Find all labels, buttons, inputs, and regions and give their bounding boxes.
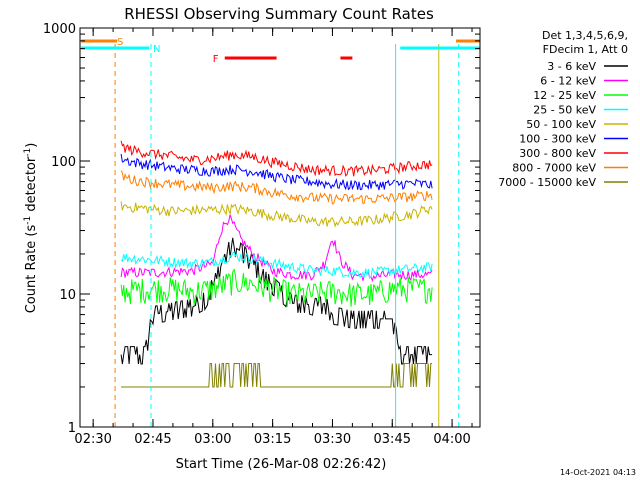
data-layer — [120, 140, 433, 388]
legend-header-1: Det 1,3,4,5,6,9, — [542, 29, 628, 42]
series-2 — [120, 214, 433, 283]
x-axis-label: Start Time (26-Mar-08 02:26:42) — [176, 457, 387, 472]
legend-label-1: 3 - 6 keV — [547, 60, 596, 73]
y-tick-label-3: 100 — [51, 155, 76, 170]
series-line-9 — [121, 363, 433, 388]
series-line-7 — [120, 140, 433, 177]
flag-F: F — [213, 54, 353, 65]
footer-date: 14-Oct-2021 04:13 — [560, 468, 636, 477]
series-9 — [121, 363, 433, 388]
x-tick-label-2: 02:45 — [134, 432, 171, 447]
series-line-3 — [120, 268, 433, 307]
series-line-5 — [120, 201, 433, 228]
series-8 — [120, 170, 433, 205]
legend: Det 1,3,4,5,6,9,FDecim 1, Att 0 3 - 6 keV… — [498, 29, 628, 189]
y-axis-label-end: ) — [24, 143, 39, 148]
y-tick-label-4: 1000 — [43, 22, 76, 37]
legend-label-7: 300 - 800 keV — [519, 147, 596, 160]
series-1 — [120, 237, 433, 365]
y-axis-label-sup2: -1 — [23, 148, 33, 157]
y-axis-label: Count Rate (s-1 detector-1) — [23, 143, 39, 314]
legend-label-5: 50 - 100 keV — [526, 118, 596, 131]
legend-label-2: 6 - 12 keV — [540, 75, 596, 88]
series-line-2 — [120, 214, 433, 283]
legend-label-6: 100 - 300 keV — [519, 133, 596, 146]
flag-N-label: N — [153, 44, 160, 55]
x-tick-label-1: 02:30 — [74, 432, 111, 447]
x-tick-label-4: 03:15 — [254, 432, 291, 447]
series-line-6 — [120, 153, 433, 191]
y-axis-label-sup1: -1 — [23, 216, 33, 225]
legend-label-3: 12 - 25 keV — [533, 89, 596, 102]
x-tick-label-3: 03:00 — [194, 432, 231, 447]
series-4 — [120, 251, 433, 279]
flag-N: N — [81, 44, 480, 55]
vline-layer — [114, 44, 460, 427]
flag-F-label: F — [213, 54, 219, 65]
legend-label-4: 25 - 50 keV — [533, 104, 596, 117]
series-line-4 — [120, 251, 433, 279]
series-5 — [120, 201, 433, 228]
axis-layer: 02:30 02:45 03:00 03:15 03:30 03:45 04:00 1 10 10… — [43, 22, 480, 447]
flag-S-label: S — [117, 37, 123, 48]
chart-title: RHESSI Observing Summary Count Rates — [124, 5, 434, 23]
series-6 — [120, 153, 433, 191]
x-tick-label-7: 04:00 — [433, 432, 470, 447]
y-tick-label-1: 1 — [68, 421, 76, 436]
x-tick-label-5: 03:30 — [314, 432, 351, 447]
flag-layer: S N F — [81, 37, 480, 65]
x-tick-label-6: 03:45 — [374, 432, 411, 447]
series-line-8 — [120, 170, 433, 205]
legend-label-8: 800 - 7000 keV — [512, 162, 596, 175]
legend-header-2: FDecim 1, Att 0 — [543, 43, 628, 56]
series-3 — [120, 268, 433, 307]
series-line-1 — [120, 237, 433, 365]
plot-frame — [79, 27, 481, 428]
legend-label-9: 7000 - 15000 keV — [498, 176, 596, 189]
y-tick-label-2: 10 — [59, 288, 76, 303]
series-7 — [120, 140, 433, 177]
y-axis-label-main: Count Rate (s — [24, 225, 39, 314]
y-axis-label-mid: detector — [24, 156, 39, 216]
